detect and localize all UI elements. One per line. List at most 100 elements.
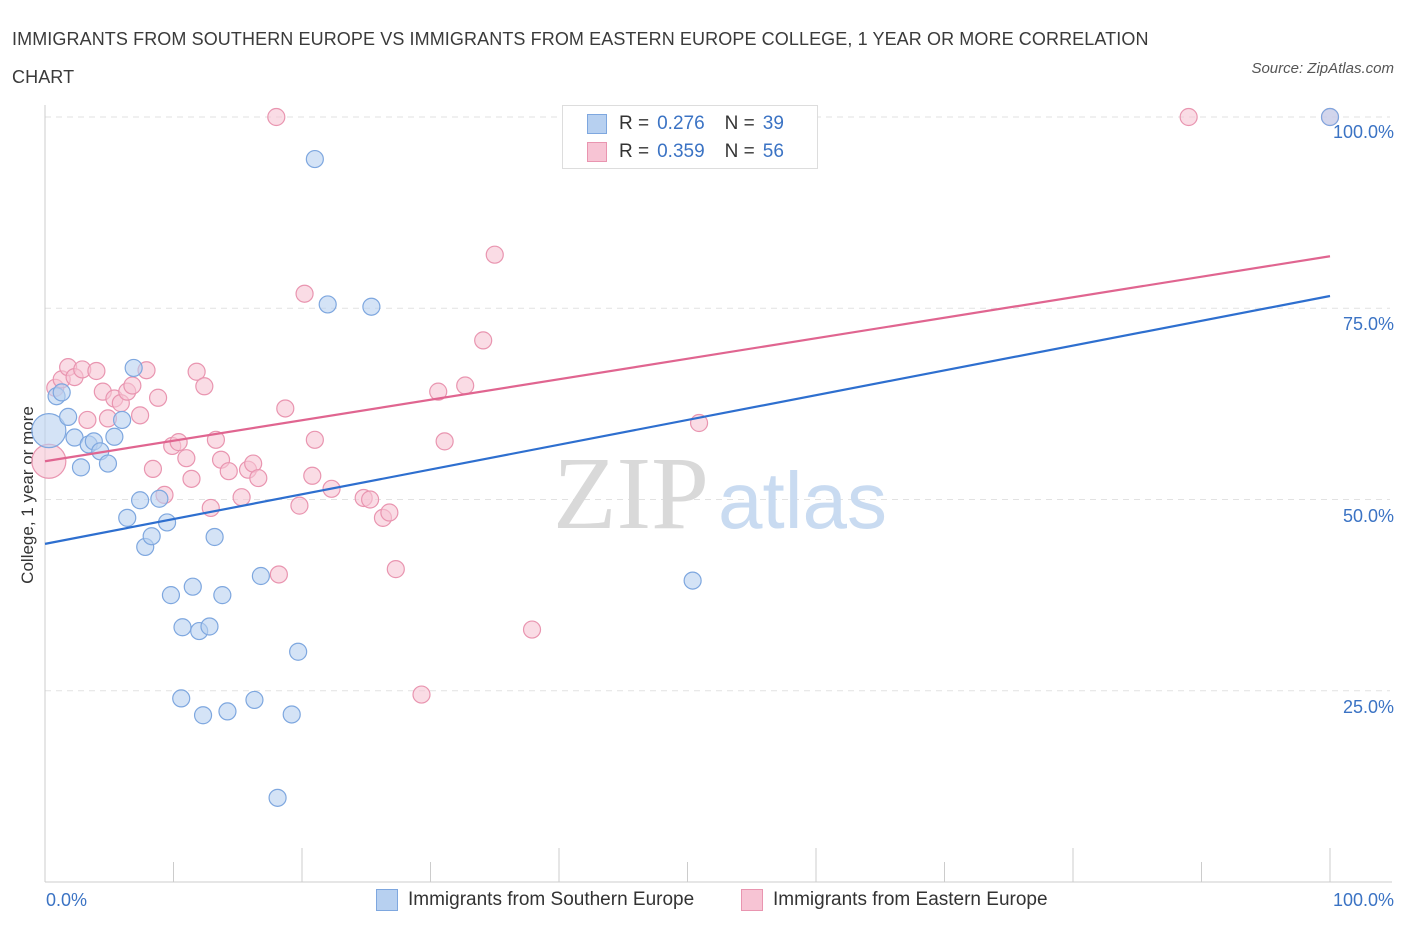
legend-swatch-blue bbox=[587, 114, 607, 134]
watermark-zip: ZIP bbox=[553, 436, 709, 551]
y-tick-label-25: 25.0% bbox=[1342, 697, 1394, 717]
r-value: 0.276 bbox=[657, 113, 705, 134]
data-point bbox=[276, 399, 295, 418]
n-label: N = bbox=[724, 141, 755, 162]
data-point bbox=[195, 377, 214, 396]
data-point bbox=[177, 449, 196, 468]
data-point bbox=[205, 527, 224, 547]
stats-row-eastern: R = 0.359 N = 56 bbox=[587, 140, 784, 164]
data-point bbox=[289, 642, 308, 661]
axes bbox=[44, 105, 1392, 883]
data-point bbox=[268, 788, 287, 807]
data-point bbox=[142, 527, 161, 546]
data-point bbox=[130, 406, 150, 425]
y-tick-label-50: 50.0% bbox=[1342, 506, 1394, 526]
data-point bbox=[78, 410, 97, 430]
legend-label: Immigrants from Southern Europe bbox=[408, 889, 695, 910]
data-point bbox=[31, 413, 67, 449]
legend-label: Immigrants from Eastern Europe bbox=[773, 889, 1048, 910]
series-eastern-europe bbox=[31, 107, 1340, 704]
data-point bbox=[435, 432, 454, 451]
data-point bbox=[143, 459, 163, 478]
data-point bbox=[105, 427, 124, 446]
data-point bbox=[130, 491, 150, 510]
data-point bbox=[112, 410, 132, 430]
legend-swatch-pink bbox=[741, 889, 763, 911]
data-point bbox=[173, 618, 192, 637]
data-point bbox=[87, 361, 106, 381]
stats-row-southern: R = 0.276 N = 39 bbox=[587, 112, 784, 136]
data-point bbox=[1320, 107, 1340, 127]
n-value: 56 bbox=[762, 141, 784, 162]
data-point bbox=[52, 383, 71, 402]
data-point bbox=[161, 586, 181, 605]
data-point bbox=[267, 107, 286, 127]
data-point bbox=[380, 503, 399, 522]
data-point bbox=[213, 586, 232, 605]
data-point bbox=[295, 284, 314, 303]
data-point bbox=[98, 454, 118, 473]
legend-swatch-pink bbox=[587, 142, 607, 162]
data-point bbox=[249, 468, 268, 488]
legend-swatch-blue bbox=[376, 889, 398, 911]
data-point bbox=[218, 702, 237, 721]
data-point bbox=[683, 571, 702, 590]
data-point bbox=[474, 331, 493, 350]
data-point bbox=[200, 617, 219, 636]
series-legend: Immigrants from Southern Europe Immigran… bbox=[0, 889, 1406, 915]
data-point bbox=[71, 458, 91, 477]
data-point bbox=[118, 508, 137, 527]
data-point bbox=[290, 496, 309, 515]
r-label: R = bbox=[619, 141, 650, 162]
trend-line-southern bbox=[44, 294, 1331, 545]
y-tick-label-75: 75.0% bbox=[1342, 314, 1394, 334]
watermark-atlas: atlas bbox=[718, 456, 887, 545]
n-label: N = bbox=[724, 113, 755, 134]
data-point bbox=[282, 705, 301, 724]
data-point bbox=[251, 566, 270, 586]
data-point bbox=[193, 706, 213, 725]
y-tick-label-100: 100.0% bbox=[1332, 122, 1394, 142]
data-point bbox=[305, 430, 324, 449]
data-point bbox=[169, 433, 188, 452]
series-southern-europe bbox=[31, 107, 1340, 807]
data-point bbox=[182, 469, 201, 488]
data-point bbox=[123, 376, 142, 395]
data-point bbox=[232, 488, 251, 507]
data-point bbox=[412, 685, 431, 704]
data-point bbox=[148, 388, 168, 407]
chart-title: IMMIGRANTS FROM SOUTHERN EUROPE VS IMMIG… bbox=[12, 29, 1149, 87]
legend-item-southern[interactable]: Immigrants from Southern Europe bbox=[376, 889, 694, 911]
trend-line-eastern bbox=[44, 255, 1331, 463]
data-point bbox=[1179, 107, 1198, 127]
data-point bbox=[522, 620, 542, 639]
data-point bbox=[150, 489, 169, 508]
legend-item-eastern[interactable]: Immigrants from Eastern Europe bbox=[741, 889, 1048, 911]
data-point bbox=[362, 297, 381, 316]
source-label: Source: ZipAtlas.com bbox=[1251, 60, 1394, 77]
data-point bbox=[303, 466, 322, 485]
data-point bbox=[187, 362, 206, 381]
data-point bbox=[386, 560, 405, 579]
data-point bbox=[183, 577, 202, 596]
data-point bbox=[219, 462, 238, 481]
data-point bbox=[59, 407, 78, 426]
trend-lines bbox=[44, 255, 1331, 545]
x-tick-label-min: 0.0% bbox=[46, 890, 88, 910]
data-point bbox=[305, 149, 324, 169]
data-point bbox=[485, 245, 504, 264]
stats-legend: R = 0.276 N = 39 R = 0.359 N = 56 bbox=[562, 105, 818, 169]
gridlines bbox=[45, 116, 1390, 692]
r-label: R = bbox=[619, 113, 650, 134]
x-tick-label-max: 100.0% bbox=[1332, 890, 1394, 910]
data-point bbox=[429, 382, 448, 401]
data-point bbox=[456, 376, 475, 395]
data-point bbox=[269, 565, 288, 584]
data-point bbox=[361, 490, 380, 509]
data-point bbox=[124, 358, 143, 378]
data-point bbox=[172, 689, 191, 708]
r-value: 0.359 bbox=[657, 141, 705, 162]
data-point bbox=[245, 690, 264, 710]
data-point bbox=[318, 295, 337, 314]
